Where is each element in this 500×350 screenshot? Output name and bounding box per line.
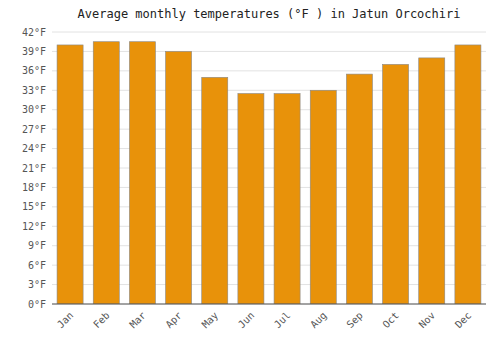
bar: [383, 64, 409, 304]
bar: [166, 51, 192, 304]
x-axis: Jan Feb Mar Apr May Jun Jul Aug Sep Oct Nov Dec: [52, 304, 486, 330]
bar: [129, 42, 155, 304]
x-tick-label: Mar: [127, 310, 148, 331]
bar: [202, 77, 228, 304]
x-axis-line: [52, 304, 486, 305]
x-tick-label: Nov: [417, 310, 438, 331]
x-tick-label: Jun: [236, 310, 257, 331]
x-tick-label: May: [200, 310, 221, 331]
bar: [93, 42, 119, 304]
grid-line: [52, 304, 486, 305]
y-tick-label: 0°F: [28, 299, 46, 310]
y-tick-label: 24°F: [22, 143, 46, 154]
x-tick-label: Feb: [91, 310, 112, 331]
y-tick-label: 30°F: [22, 104, 46, 115]
bar: [346, 74, 372, 304]
y-axis: 0°F 3°F 6°F 9°F 12°F 15°F 18°F 21°F 24°F 27°F 30°F…: [22, 27, 486, 310]
y-tick-label: 42°F: [22, 27, 46, 38]
bar: [274, 94, 300, 304]
bar: [238, 94, 264, 304]
x-tick-label: Apr: [163, 310, 184, 331]
y-tick-label: 33°F: [22, 85, 46, 96]
bar: [419, 58, 445, 304]
x-tick-label: Dec: [453, 310, 474, 331]
y-tick-label: 18°F: [22, 182, 46, 193]
chart: Average monthly temperatures (°F ) in Ja…: [0, 0, 500, 350]
x-tick-label: Jul: [272, 310, 293, 331]
x-tick-label: Sep: [344, 310, 365, 331]
bar: [310, 90, 336, 304]
y-tick-label: 6°F: [28, 260, 46, 271]
bars: [57, 42, 481, 304]
x-tick-label: Oct: [380, 310, 401, 331]
y-tick-label: 21°F: [22, 163, 46, 174]
grid-line: [52, 32, 486, 33]
y-tick-label: 12°F: [22, 221, 46, 232]
y-tick-label: 36°F: [22, 65, 46, 76]
bar: [455, 45, 481, 304]
x-tick-label: Aug: [308, 310, 329, 331]
y-tick-label: 39°F: [22, 46, 46, 57]
y-tick-label: 27°F: [22, 124, 46, 135]
x-tick-label: Jan: [55, 310, 76, 331]
title: Average monthly temperatures (°F ) in Ja…: [78, 7, 461, 21]
y-tick-label: 9°F: [28, 240, 46, 251]
bar: [57, 45, 83, 304]
y-tick-label: 3°F: [28, 279, 46, 290]
y-tick-label: 15°F: [22, 201, 46, 212]
